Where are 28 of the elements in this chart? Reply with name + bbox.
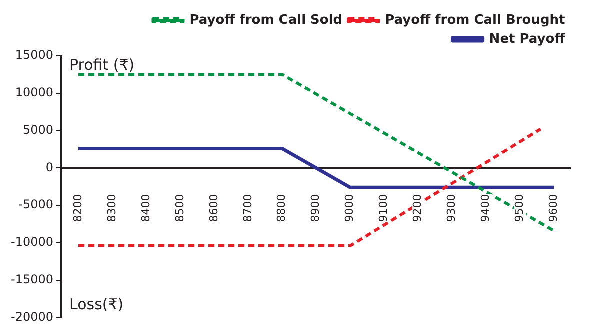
x-tick-label: 9400	[479, 194, 492, 222]
annotation: Profit (₹)	[70, 56, 135, 74]
x-tick-label: 9100	[377, 194, 390, 222]
y-tick-label: 0	[46, 160, 54, 174]
y-tick-label: -15000	[10, 272, 54, 287]
x-tick-label: 9600	[547, 194, 560, 222]
y-tick-label: -10000	[10, 235, 54, 250]
y-tick-label: -20000	[10, 310, 54, 324]
legend-label: Payoff from Call Sold	[190, 12, 343, 28]
x-tick-label: 8700	[241, 194, 254, 222]
x-tick-label: 8600	[207, 194, 220, 222]
x-tick-label: 9000	[343, 194, 356, 222]
x-tick-label: 8400	[139, 194, 152, 222]
y-tick-label: 5000	[22, 122, 54, 137]
x-tick-label: 8200	[71, 194, 84, 222]
y-tick-label: 10000	[15, 86, 54, 100]
y-tick-label: -5000	[18, 198, 54, 212]
legend-label: Payoff from Call Brought	[385, 12, 566, 28]
legend-label: Net Payoff	[489, 32, 566, 47]
annotation: Loss(₹)	[70, 296, 124, 314]
x-tick-label: 9300	[445, 194, 458, 222]
x-tick-label: 8900	[309, 194, 322, 222]
x-tick-label: 9200	[411, 194, 424, 222]
x-tick-label: 9500	[513, 194, 526, 222]
x-tick-label: 8800	[275, 194, 288, 222]
x-tick-label: 8300	[105, 194, 118, 222]
y-tick-label: 15000	[15, 48, 54, 62]
x-tick-label: 8500	[173, 194, 186, 222]
